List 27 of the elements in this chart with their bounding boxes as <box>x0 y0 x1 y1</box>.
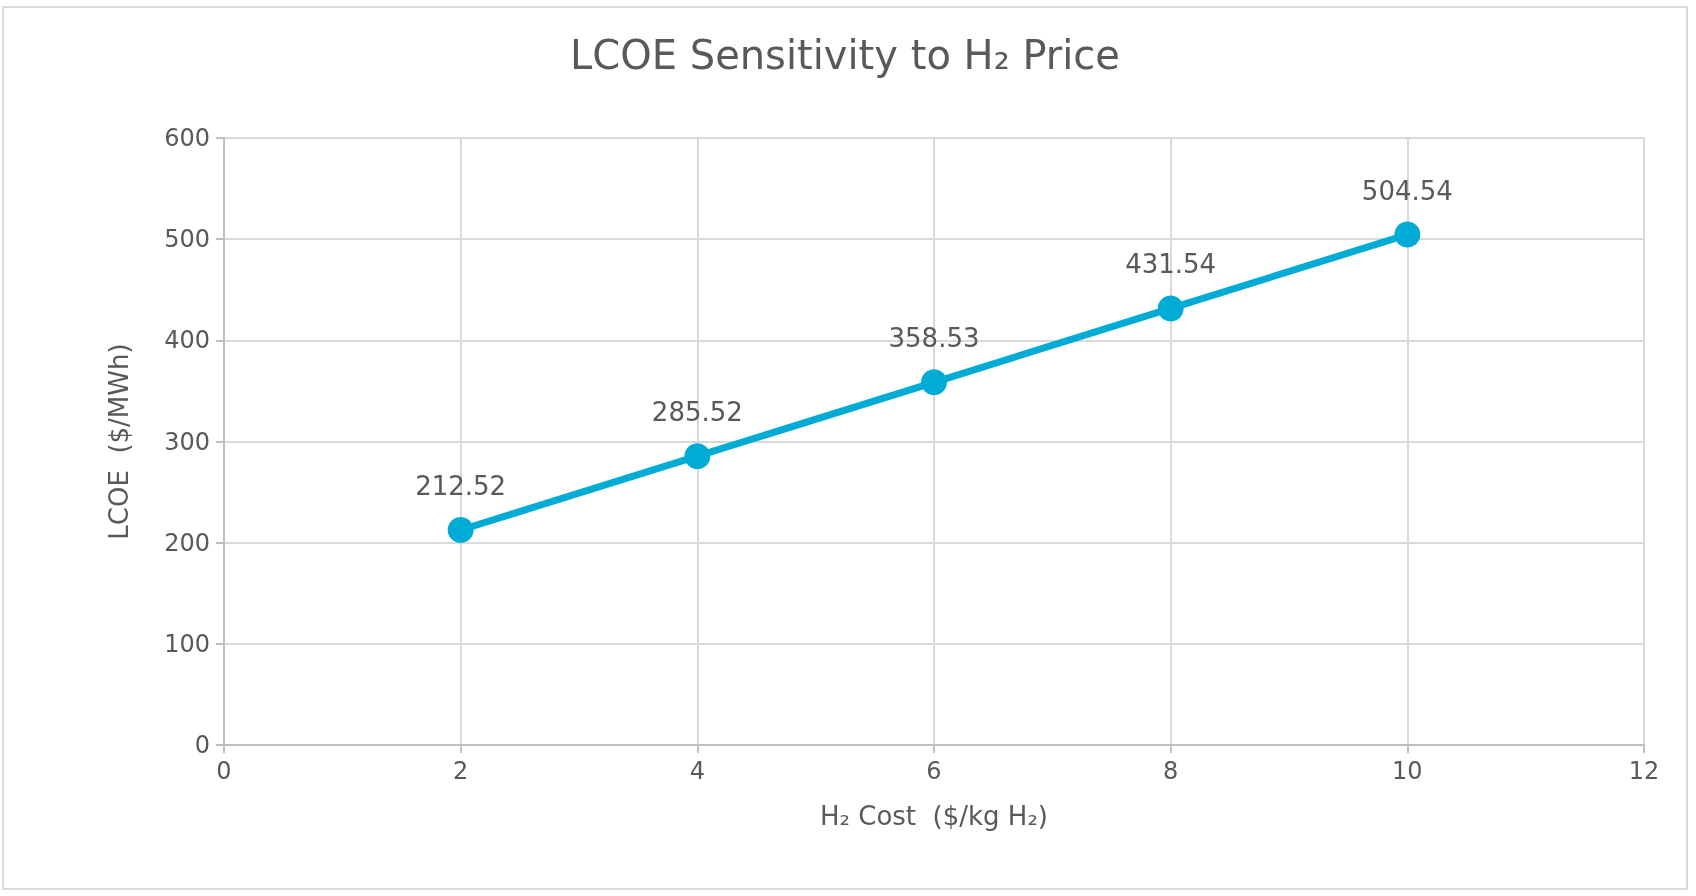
x-tick-label: 6 <box>926 757 942 785</box>
y-tick-label: 200 <box>164 528 210 557</box>
y-tick-label: 0 <box>194 731 210 759</box>
data-label: 358.53 <box>888 323 980 354</box>
y-axis-title: LCOE ($/MWh) <box>104 343 134 540</box>
data-label: 504.54 <box>1361 175 1453 206</box>
x-tick-label: 2 <box>453 757 469 785</box>
x-tick-label: 4 <box>689 757 705 785</box>
point <box>447 517 474 543</box>
x-axis-title: H₂ Cost ($/kg H₂) <box>820 801 1048 831</box>
x-tick-label: 12 <box>1628 757 1660 785</box>
y-tick-label: 600 <box>164 124 210 152</box>
point <box>921 369 947 396</box>
data-label: 285.52 <box>651 397 743 428</box>
data-label: 212.52 <box>415 471 507 501</box>
y-tick-label: 100 <box>164 629 210 658</box>
x-tick-label: 0 <box>216 757 232 785</box>
x-tick-label: 10 <box>1392 757 1423 785</box>
point <box>1157 295 1184 322</box>
y-tick-label: 300 <box>164 427 210 456</box>
data-label: 431.54 <box>1125 249 1217 280</box>
y-tick-label: 400 <box>164 326 210 355</box>
x-tick-label: 8 <box>1163 757 1179 785</box>
chart-title: LCOE Sensitivity to H₂ Price <box>570 32 1120 78</box>
point <box>1394 221 1421 248</box>
point <box>684 443 711 470</box>
y-tick-label: 500 <box>164 225 210 254</box>
